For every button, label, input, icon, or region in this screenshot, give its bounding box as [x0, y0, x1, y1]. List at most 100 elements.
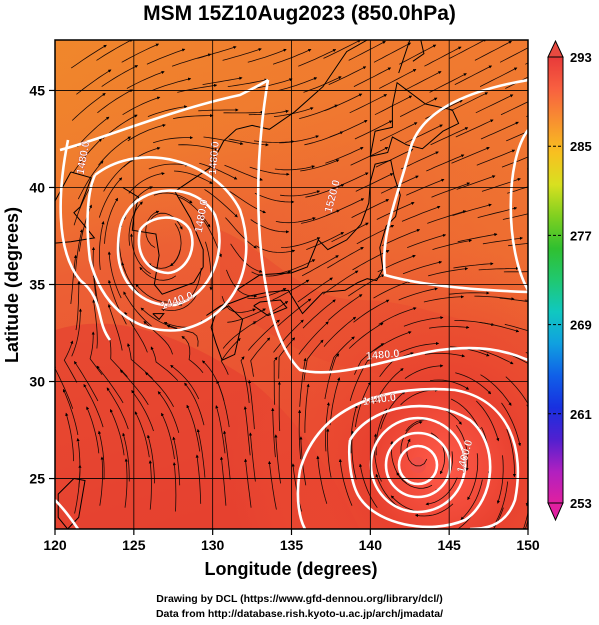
streamline — [219, 456, 227, 506]
streamline — [455, 424, 469, 472]
streamline — [427, 210, 467, 224]
streamline — [248, 109, 289, 116]
coastline — [55, 171, 96, 244]
streamline — [96, 40, 133, 61]
contour-typhoon-outer — [296, 387, 520, 529]
streamline — [330, 172, 369, 190]
x-tick-label: 145 — [437, 537, 461, 553]
streamline — [374, 331, 412, 351]
streamline — [359, 463, 378, 508]
streamline — [457, 233, 498, 243]
streamline — [123, 146, 161, 168]
streamline — [99, 456, 104, 506]
streamline — [277, 298, 312, 327]
streamline — [399, 341, 440, 353]
streamline — [450, 398, 481, 432]
streamline — [451, 147, 490, 164]
streamline — [101, 65, 139, 87]
streamline — [404, 364, 444, 379]
contour-1480-central — [59, 78, 269, 152]
streamline — [71, 308, 83, 357]
streamline — [225, 217, 257, 249]
streamline — [273, 319, 304, 353]
typhoon-eye — [410, 457, 426, 473]
wind-streamlines — [55, 40, 528, 529]
streamline — [205, 241, 213, 291]
streamline — [140, 307, 178, 329]
streamline — [326, 428, 332, 478]
streamline — [74, 360, 99, 402]
streamline — [170, 364, 200, 400]
x-tick-label: 130 — [201, 537, 225, 553]
streamline — [98, 220, 105, 270]
streamline — [350, 430, 357, 480]
colorbar-tick-label: 285 — [570, 139, 592, 154]
streamline — [327, 294, 363, 321]
streamline — [379, 122, 418, 142]
streamline — [252, 78, 293, 89]
streamline — [274, 165, 316, 171]
streamline — [500, 101, 528, 116]
streamline — [479, 321, 520, 333]
streamline — [324, 93, 363, 112]
streamline — [227, 308, 266, 323]
streamline — [373, 280, 412, 299]
streamline — [76, 69, 112, 95]
streamline — [97, 430, 105, 480]
x-axis-label: Longitude (degrees) — [204, 559, 377, 579]
coastline — [253, 299, 288, 317]
streamline — [379, 69, 417, 89]
streamline — [151, 77, 192, 91]
contour-1400-typhoon-c — [397, 444, 439, 486]
contour-label: 1480.0 — [365, 348, 400, 363]
colorbar: 293 285 277 269 261 253 — [547, 39, 592, 522]
streamline — [431, 182, 471, 198]
streamline — [328, 66, 367, 85]
streamline — [267, 460, 277, 510]
streamline — [432, 239, 473, 250]
streamline — [129, 233, 151, 275]
contour-cyclone-outer — [86, 156, 248, 332]
streamline — [204, 189, 238, 218]
streamline — [322, 270, 359, 295]
streamline — [424, 46, 462, 67]
streamline — [202, 76, 243, 85]
streamline — [197, 45, 237, 59]
streamline — [502, 213, 528, 220]
streamline — [279, 135, 320, 144]
streamline — [96, 365, 124, 404]
contour-sw-edge — [55, 499, 80, 529]
streamline — [250, 219, 290, 234]
streamline — [228, 138, 269, 147]
streamline — [223, 110, 264, 114]
streamline — [376, 202, 415, 220]
streamline — [476, 149, 516, 166]
streamline — [177, 83, 218, 93]
streamline — [248, 432, 256, 482]
streamline — [275, 217, 316, 224]
streamline — [139, 266, 177, 281]
streamline — [249, 166, 290, 176]
streamline — [480, 121, 519, 140]
streamline — [428, 267, 469, 277]
streamline — [97, 89, 133, 114]
streamline — [70, 44, 107, 69]
streamline — [277, 381, 281, 432]
streamline — [506, 428, 516, 478]
streamline — [297, 277, 333, 303]
streamline — [121, 43, 160, 63]
colorbar-bottom-arrow — [547, 502, 564, 522]
streamline — [327, 247, 364, 269]
streamline — [178, 144, 219, 151]
streamline — [195, 454, 202, 504]
streamline — [196, 428, 206, 478]
streamline — [373, 42, 412, 63]
lat-lon-grid — [55, 40, 528, 529]
streamline — [278, 337, 296, 379]
streamline — [222, 321, 257, 349]
streamline — [298, 321, 329, 355]
streamline — [403, 316, 444, 327]
streamline — [399, 97, 438, 117]
streamline — [476, 400, 500, 442]
